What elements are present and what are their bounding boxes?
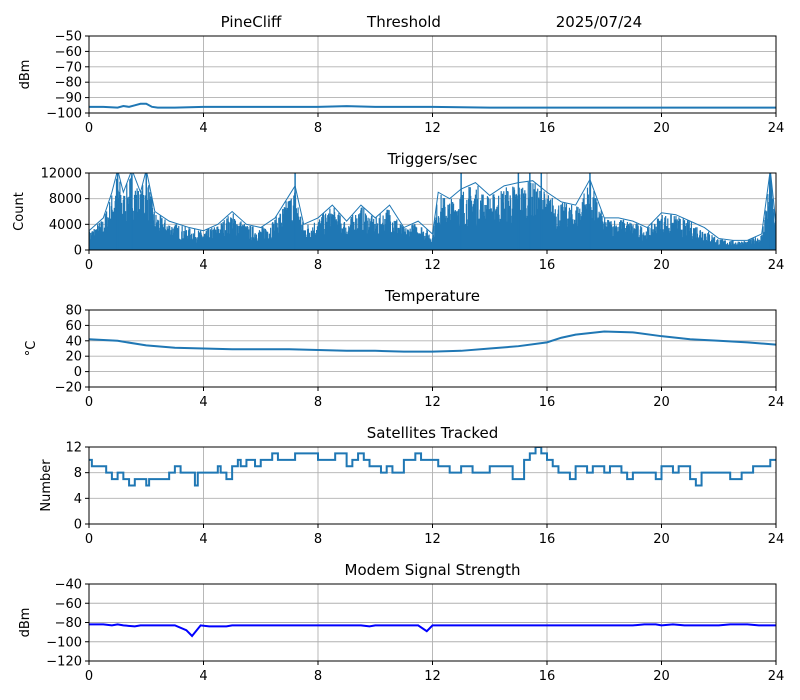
x-tick-label: 12 [424,395,441,410]
y-tick-label: 80 [65,304,82,319]
x-tick-label: 4 [199,669,207,684]
x-tick-label: 24 [768,258,785,273]
y-tick-label: −80 [55,76,82,91]
header-mode: Threshold [366,13,441,31]
y-tick-label: 0 [74,244,82,259]
x-tick-label: 4 [199,258,207,273]
y-tick-label: −100 [46,107,82,122]
y-tick-label: −60 [55,45,82,60]
x-tick-label: 24 [768,532,785,547]
y-tick-label: −60 [55,597,82,612]
y-tick-label: 60 [65,319,82,334]
data-layer [89,623,776,638]
y-tick-label: −120 [46,655,82,670]
triggers-envelope [89,173,776,241]
x-tick-label: 0 [85,395,93,410]
x-tick-label: 16 [539,121,556,136]
figure-header: PineCliff Threshold 2025/07/24 [221,13,643,31]
x-tick-label: 0 [85,258,93,273]
y-axis-label: °C [24,341,39,357]
data-layer [89,102,776,109]
y-axis-label: Count [12,192,27,231]
y-tick-label: 20 [65,350,82,365]
x-tick-label: 4 [199,121,207,136]
x-tick-label: 4 [199,395,207,410]
y-axis-label: dBm [18,60,33,90]
y-tick-label: 40 [65,334,82,349]
x-tick-label: 12 [424,532,441,547]
x-tick-label: 4 [199,532,207,547]
header-date: 2025/07/24 [556,13,642,31]
y-tick-label: −50 [55,30,82,45]
x-tick-label: 8 [314,532,322,547]
x-tick-label: 0 [85,532,93,547]
panel-4: 0 4 8 12 16 20 24 0 4 8 12 Number Satellites Tracked [39,424,784,547]
x-tick-label: 24 [768,669,785,684]
x-tick-label: 24 [768,121,785,136]
y-tick-label: 0 [74,365,82,380]
data-layer [89,447,776,487]
x-tick-label: 8 [314,258,322,273]
panel-title: Modem Signal Strength [345,561,521,579]
x-tick-label: 16 [539,395,556,410]
panel-title: Satellites Tracked [367,424,498,442]
data-layer [89,173,776,250]
y-tick-label: 4 [74,492,82,507]
y-tick-label: −20 [55,381,82,396]
x-tick-label: 8 [314,121,322,136]
x-tick-label: 20 [653,669,670,684]
x-tick-label: 20 [653,532,670,547]
y-tick-label: 4000 [49,218,82,233]
x-tick-label: 20 [653,121,670,136]
x-tick-label: 16 [539,669,556,684]
x-tick-label: 12 [424,669,441,684]
header-station: PineCliff [221,13,282,31]
y-tick-label: 8000 [49,192,82,207]
x-tick-label: 12 [424,121,441,136]
x-tick-label: 8 [314,669,322,684]
y-tick-label: 8 [74,466,82,481]
y-tick-label: −70 [55,60,82,75]
y-tick-label: −90 [55,91,82,106]
triggers-bursts [89,175,776,250]
y-tick-label: 0 [74,518,82,533]
x-tick-label: 8 [314,395,322,410]
panel-title: Triggers/sec [387,150,478,168]
series-line [89,623,776,638]
x-tick-label: 16 [539,258,556,273]
series-line [89,447,776,487]
x-tick-label: 12 [424,258,441,273]
x-tick-label: 20 [653,395,670,410]
data-layer [89,330,776,353]
y-axis-label: Number [39,459,54,512]
y-tick-label: 12 [65,441,82,456]
panel-5: 0 4 8 12 16 20 24 −120 −100 −80 −60 −40 dBm Modem Sig… [18,561,784,684]
y-tick-label: −40 [55,578,82,593]
x-tick-label: 20 [653,258,670,273]
x-tick-label: 24 [768,395,785,410]
series-line [89,330,776,353]
panel-1: 0 4 8 12 16 20 24 −100−90−80−70−60−50 dBm [18,30,784,137]
panel-title: Temperature [384,287,480,305]
x-tick-label: 0 [85,121,93,136]
x-tick-label: 0 [85,669,93,684]
panel-2: 0 4 8 12 16 20 24 0 4000 8000 12000 Count Triggers/s… [12,150,784,273]
series-line [89,102,776,109]
y-tick-label: −100 [46,635,82,650]
y-tick-label: 12000 [41,167,82,182]
y-tick-label: −80 [55,616,82,631]
x-tick-label: 16 [539,532,556,547]
y-axis-label: dBm [18,608,33,638]
